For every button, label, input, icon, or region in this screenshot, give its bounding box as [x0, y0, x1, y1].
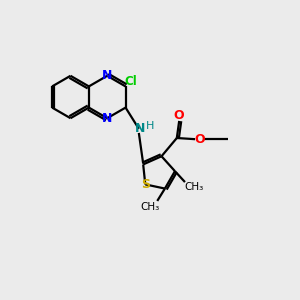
Text: N: N [102, 69, 112, 82]
Text: CH₃: CH₃ [184, 182, 203, 192]
Text: O: O [174, 109, 184, 122]
Text: Cl: Cl [124, 75, 137, 88]
Text: CH₃: CH₃ [141, 202, 160, 212]
Text: H: H [146, 122, 154, 131]
Text: N: N [135, 122, 146, 135]
Text: S: S [141, 178, 150, 191]
Text: O: O [194, 133, 205, 146]
Text: N: N [102, 112, 112, 125]
